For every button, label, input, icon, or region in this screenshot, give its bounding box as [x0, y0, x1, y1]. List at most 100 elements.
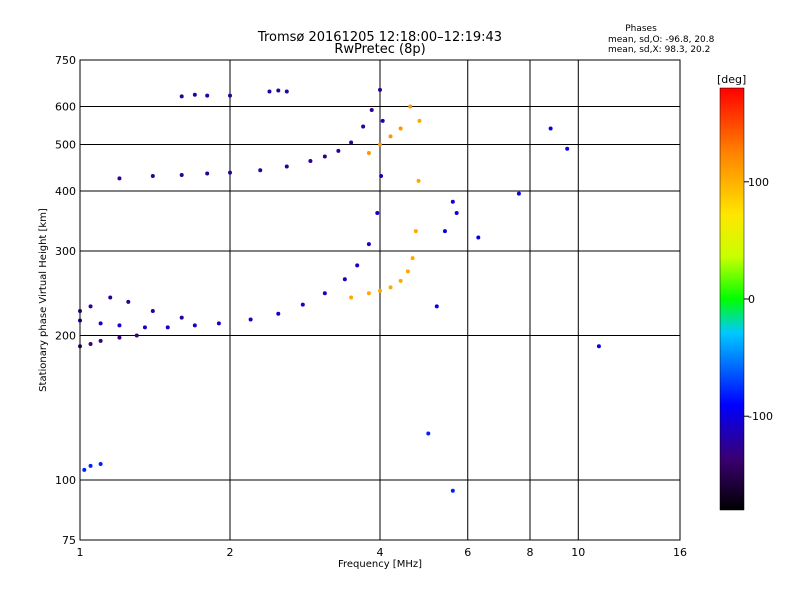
series-7: [434, 126, 601, 349]
data-point: [417, 118, 422, 123]
data-point: [355, 263, 360, 268]
data-point: [267, 89, 272, 94]
data-point: [284, 89, 289, 94]
data-point: [379, 173, 384, 178]
y-tick-label: 600: [55, 101, 76, 114]
data-point: [349, 295, 354, 300]
data-point: [117, 176, 122, 181]
data-point: [98, 338, 103, 343]
colorbar: [719, 87, 745, 511]
data-point: [596, 344, 601, 349]
data-point: [369, 108, 374, 113]
data-point: [361, 124, 366, 129]
data-point: [117, 335, 122, 340]
data-point: [398, 126, 403, 131]
series-8: [82, 431, 455, 493]
data-point: [410, 256, 415, 261]
data-point: [548, 126, 553, 131]
data-point: [476, 235, 481, 240]
data-point: [179, 94, 184, 99]
data-point: [322, 154, 327, 159]
y-axis-label: Stationary phase Virtual Height [km]: [38, 208, 49, 392]
data-point: [228, 93, 232, 98]
x-tick-label: 2: [227, 546, 234, 559]
data-point: [117, 323, 122, 328]
data-point: [366, 242, 371, 247]
x-tick-label: 16: [673, 546, 687, 559]
data-point: [378, 288, 382, 293]
data-point: [98, 461, 103, 466]
data-points: [78, 87, 601, 493]
data-point: [450, 199, 455, 204]
series-2: [78, 333, 139, 349]
x-tick-label: 10: [571, 546, 585, 559]
x-axis-label: Frequency [MHz]: [338, 559, 422, 570]
axis-ticks: 1 2 4 6 8 10 16 75 100 200 300 400 500 600 750: [55, 54, 687, 559]
data-point: [516, 191, 521, 196]
x-tick-label: 6: [464, 546, 471, 559]
y-tick-label: 500: [55, 139, 76, 152]
data-point: [388, 134, 393, 139]
y-tick-label: 750: [55, 54, 76, 67]
data-point: [179, 315, 184, 320]
data-point: [88, 463, 93, 468]
colorbar-ticks: 100 0 -100: [744, 176, 773, 423]
data-point: [408, 104, 413, 109]
y-tick-label: 200: [55, 330, 76, 343]
x-tick-label: 8: [527, 546, 534, 559]
data-point: [375, 211, 380, 216]
data-point: [150, 173, 155, 178]
data-point: [88, 342, 93, 347]
y-tick-label: 100: [55, 474, 76, 487]
chart-subtitle: RwPretec (8p): [334, 42, 425, 57]
data-point: [284, 164, 289, 169]
data-point: [248, 317, 253, 322]
data-point: [565, 146, 570, 151]
y-tick-label: 75: [62, 534, 76, 547]
data-point: [388, 285, 393, 290]
data-point: [366, 291, 371, 296]
data-point: [454, 211, 459, 216]
data-point: [416, 178, 421, 183]
data-point: [405, 269, 410, 274]
data-point: [450, 488, 455, 493]
data-point: [398, 278, 403, 283]
series-4: [179, 88, 289, 99]
y-tick-label: 300: [55, 245, 76, 258]
legend-x-stats: mean, sd,X: 98.3, 20.2: [608, 45, 710, 55]
legend-o-stats: mean, sd,O: -96.8, 20.8: [608, 35, 715, 45]
data-point: [442, 229, 447, 234]
plot-frame: [79, 59, 681, 541]
data-point: [426, 431, 431, 436]
data-point: [276, 311, 281, 316]
data-point: [108, 295, 113, 300]
data-point: [134, 333, 139, 338]
x-tick-label: 4: [377, 546, 384, 559]
series-0: [78, 118, 385, 330]
data-point: [349, 140, 354, 145]
data-point: [378, 87, 382, 92]
series-6: [366, 104, 413, 156]
data-point: [192, 323, 197, 328]
data-point: [205, 93, 210, 98]
data-point: [322, 291, 327, 296]
data-point: [82, 467, 87, 472]
x-tick-label: 1: [77, 546, 84, 559]
data-point: [228, 170, 232, 175]
data-point: [179, 172, 184, 177]
legend-title: Phases: [625, 24, 657, 34]
series-5: [349, 118, 422, 300]
data-point: [88, 304, 93, 309]
data-point: [192, 92, 197, 97]
colorbar-tick-label: 100: [748, 176, 769, 189]
data-point: [413, 229, 418, 234]
data-point: [258, 168, 263, 173]
data-point: [276, 88, 281, 93]
data-point: [150, 308, 155, 313]
series-1: [78, 295, 184, 320]
data-point: [434, 304, 439, 309]
chart-title: Tromsø 20161205 12:18:00–12:19:43: [257, 30, 502, 45]
data-point: [165, 325, 170, 330]
data-point: [380, 118, 385, 123]
